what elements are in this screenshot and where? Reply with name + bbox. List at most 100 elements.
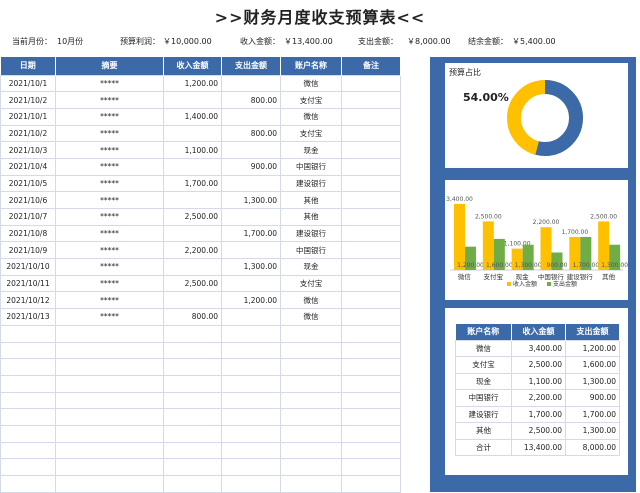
table-cell[interactable]	[341, 458, 401, 476]
table-cell[interactable]: 建设银行	[280, 174, 342, 193]
table-cell[interactable]: *****	[55, 74, 164, 93]
table-cell[interactable]	[221, 374, 281, 393]
table-cell[interactable]	[163, 374, 222, 393]
table-cell[interactable]: 2021/10/9	[0, 241, 56, 260]
table-cell[interactable]	[163, 258, 222, 276]
table-cell[interactable]: *****	[55, 291, 164, 310]
table-cell[interactable]	[55, 424, 164, 443]
table-cell[interactable]: 1,700.00	[163, 174, 222, 193]
table-cell[interactable]	[0, 475, 56, 493]
table-cell[interactable]	[221, 274, 281, 293]
table-cell[interactable]: *****	[55, 274, 164, 293]
table-cell[interactable]	[163, 475, 222, 493]
table-cell[interactable]: *****	[55, 91, 164, 109]
table-cell[interactable]	[221, 324, 281, 343]
table-cell[interactable]	[55, 391, 164, 410]
table-cell[interactable]	[341, 224, 401, 243]
table-cell[interactable]	[163, 291, 222, 310]
table-cell[interactable]: 2021/10/2	[0, 124, 56, 143]
table-cell[interactable]: 微信	[280, 107, 342, 126]
table-cell[interactable]: 2021/10/10	[0, 258, 56, 276]
table-cell[interactable]	[341, 191, 401, 209]
table-cell[interactable]: 中国银行	[280, 241, 342, 260]
table-cell[interactable]	[163, 341, 222, 360]
table-cell[interactable]: *****	[55, 157, 164, 176]
table-cell[interactable]: *****	[55, 241, 164, 260]
table-cell[interactable]: 微信	[280, 74, 342, 93]
table-cell[interactable]	[341, 258, 401, 276]
table-cell[interactable]: 2021/10/2	[0, 91, 56, 109]
table-cell[interactable]	[163, 408, 222, 426]
table-cell[interactable]	[280, 358, 342, 376]
table-cell[interactable]	[221, 458, 281, 476]
table-cell[interactable]: *****	[55, 208, 164, 226]
table-cell[interactable]	[163, 191, 222, 209]
table-cell[interactable]	[280, 458, 342, 476]
table-cell[interactable]	[163, 91, 222, 109]
table-cell[interactable]	[280, 324, 342, 343]
table-cell[interactable]	[163, 391, 222, 410]
table-cell[interactable]	[0, 341, 56, 360]
table-cell[interactable]	[341, 441, 401, 460]
table-cell[interactable]	[280, 374, 342, 393]
column-header[interactable]: 日期	[0, 57, 56, 75]
table-cell[interactable]	[221, 141, 281, 159]
table-cell[interactable]	[0, 324, 56, 343]
table-cell[interactable]	[221, 391, 281, 410]
table-cell[interactable]	[163, 124, 222, 143]
table-cell[interactable]	[341, 291, 401, 310]
table-cell[interactable]: 900.00	[221, 157, 281, 176]
table-cell[interactable]	[0, 441, 56, 460]
table-cell[interactable]	[55, 374, 164, 393]
table-cell[interactable]	[341, 174, 401, 193]
table-cell[interactable]: 其他	[280, 191, 342, 209]
table-cell[interactable]	[280, 391, 342, 410]
table-cell[interactable]	[221, 475, 281, 493]
table-cell[interactable]	[341, 74, 401, 93]
table-cell[interactable]	[163, 441, 222, 460]
table-cell[interactable]: 2,200.00	[163, 241, 222, 260]
table-cell[interactable]: *****	[55, 141, 164, 159]
table-cell[interactable]: 现金	[280, 258, 342, 276]
column-header[interactable]: 账户名称	[280, 57, 342, 75]
table-cell[interactable]	[341, 107, 401, 126]
table-cell[interactable]	[341, 408, 401, 426]
table-cell[interactable]: *****	[55, 124, 164, 143]
table-cell[interactable]	[55, 341, 164, 360]
table-cell[interactable]	[280, 408, 342, 426]
table-cell[interactable]: 2021/10/11	[0, 274, 56, 293]
column-header[interactable]: 收入金额	[163, 57, 222, 75]
table-cell[interactable]: 2021/10/8	[0, 224, 56, 243]
table-cell[interactable]	[341, 274, 401, 293]
table-cell[interactable]	[221, 107, 281, 126]
table-cell[interactable]	[221, 441, 281, 460]
table-cell[interactable]	[55, 441, 164, 460]
table-cell[interactable]	[280, 341, 342, 360]
table-cell[interactable]	[280, 424, 342, 443]
table-cell[interactable]: *****	[55, 191, 164, 209]
table-cell[interactable]: *****	[55, 258, 164, 276]
table-cell[interactable]	[341, 324, 401, 343]
table-cell[interactable]: 支付宝	[280, 91, 342, 109]
table-cell[interactable]: 1,300.00	[221, 258, 281, 276]
table-cell[interactable]	[163, 424, 222, 443]
column-header[interactable]: 支出金额	[221, 57, 281, 75]
table-cell[interactable]	[341, 91, 401, 109]
table-cell[interactable]: 其他	[280, 208, 342, 226]
table-cell[interactable]: 1,200.00	[163, 74, 222, 93]
column-header[interactable]: 备注	[341, 57, 401, 75]
table-cell[interactable]: 现金	[280, 141, 342, 159]
table-cell[interactable]	[163, 157, 222, 176]
table-cell[interactable]: 建设银行	[280, 224, 342, 243]
table-cell[interactable]	[0, 458, 56, 476]
table-cell[interactable]	[221, 174, 281, 193]
table-cell[interactable]: 2021/10/3	[0, 141, 56, 159]
table-cell[interactable]: 微信	[280, 291, 342, 310]
table-cell[interactable]	[341, 358, 401, 376]
table-cell[interactable]: 2021/10/1	[0, 74, 56, 93]
table-cell[interactable]: 2021/10/13	[0, 308, 56, 326]
table-cell[interactable]	[0, 358, 56, 376]
table-cell[interactable]	[221, 358, 281, 376]
table-cell[interactable]: 2021/10/1	[0, 107, 56, 126]
table-cell[interactable]: 1,200.00	[221, 291, 281, 310]
